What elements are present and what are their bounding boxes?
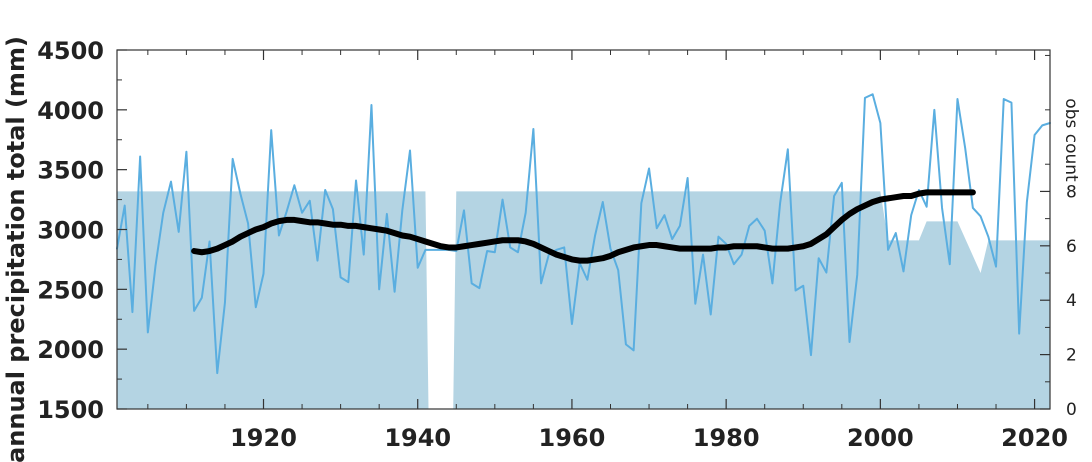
y2-tick-label: 0: [1066, 400, 1077, 420]
y-tick-label: 4000: [37, 97, 104, 125]
x-tick-label: 2020: [1001, 424, 1068, 452]
x-tick-label: 1980: [693, 424, 760, 452]
x-tick-label: 2000: [847, 424, 914, 452]
y2-tick-label: 8: [1066, 182, 1077, 202]
y-tick-label: 3500: [37, 157, 104, 185]
tick-label-layer: 1920 1940 1960 1980 2000 2020 1500 2000 2500 3000…: [37, 37, 1077, 452]
series-line-layer: [116, 93, 1051, 375]
tick-mark-layer: [117, 49, 1050, 410]
y2-tick-label: 6: [1066, 237, 1077, 257]
x-tick-label: 1920: [230, 424, 297, 452]
y2-axis-label: obs count: [1061, 98, 1081, 182]
y2-tick-label: 2: [1066, 346, 1077, 366]
y-tick-label: 2000: [37, 336, 104, 364]
smoothed-series-line: [191, 189, 976, 264]
y-tick-label: 3000: [37, 217, 104, 245]
y-tick-label: 2500: [37, 276, 104, 304]
annual-series-line: [116, 93, 1051, 375]
y2-tick-label: 4: [1066, 291, 1077, 311]
x-tick-label: 1940: [384, 424, 451, 452]
y-tick-label: 4500: [37, 37, 104, 65]
x-tick-label: 1960: [539, 424, 606, 452]
y-tick-label: 1500: [37, 396, 104, 424]
y-axis-label: annual precipitation total (mm): [2, 36, 30, 462]
